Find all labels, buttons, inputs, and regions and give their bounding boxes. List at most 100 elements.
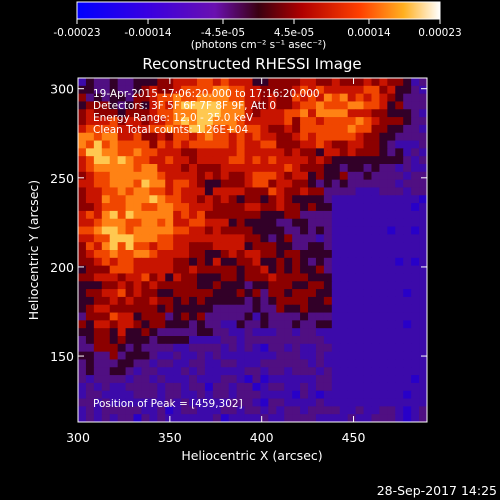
heatmap-cell <box>379 195 388 204</box>
heatmap-cell <box>315 382 325 392</box>
heatmap-cell <box>125 351 134 360</box>
heatmap-cell <box>189 195 198 204</box>
heatmap-cell <box>196 195 206 204</box>
heatmap-cell <box>419 117 427 126</box>
heatmap-cell <box>268 179 277 188</box>
heatmap-cell <box>173 281 182 290</box>
heatmap-cell <box>268 343 277 353</box>
heatmap-cell <box>228 85 238 95</box>
heatmap-cell <box>308 414 317 422</box>
heatmap-cell <box>133 398 142 407</box>
heatmap-cell <box>300 101 309 110</box>
heatmap-cell <box>268 273 277 282</box>
heatmap-cell <box>149 312 158 321</box>
heatmap-cell <box>387 171 396 181</box>
heatmap-cell <box>379 156 388 165</box>
heatmap-cell <box>133 312 142 321</box>
heatmap-cell <box>300 140 309 149</box>
heatmap-cell <box>189 156 198 165</box>
heatmap-cell <box>284 250 293 259</box>
heatmap-cell <box>85 382 95 392</box>
heatmap-cell <box>93 250 103 259</box>
heatmap-cell <box>331 289 341 298</box>
heatmap-cell <box>347 234 357 243</box>
heatmap-cell <box>315 281 325 290</box>
heatmap-cell <box>276 281 285 290</box>
heatmap-cell <box>292 117 301 126</box>
heatmap-cell <box>196 320 206 329</box>
heatmap-cell <box>212 359 222 368</box>
heatmap-cell <box>331 140 341 149</box>
heatmap-cell <box>78 257 87 267</box>
heatmap-cell <box>133 351 142 360</box>
heatmap-cell <box>93 140 103 149</box>
heatmap-cell <box>363 359 372 368</box>
heatmap-cell <box>101 234 111 243</box>
heatmap-cell <box>315 375 325 384</box>
heatmap-cell <box>315 367 325 376</box>
heatmap-cell <box>395 179 404 188</box>
heatmap-cell <box>292 328 301 337</box>
heatmap-cell <box>101 171 111 181</box>
heatmap-cell <box>228 328 238 337</box>
heatmap-cell <box>268 398 277 407</box>
heatmap-cell <box>236 398 245 407</box>
heatmap-cell <box>395 148 404 157</box>
heatmap-cell <box>149 187 158 196</box>
heatmap-cell <box>212 382 222 392</box>
heatmap-cell <box>173 164 182 173</box>
heatmap-cell <box>236 359 245 368</box>
heatmap-cell <box>220 179 230 188</box>
heatmap-cell <box>403 273 412 282</box>
heatmap-cell <box>347 203 357 212</box>
heatmap-cell <box>300 320 309 329</box>
heatmap-cell <box>141 187 150 196</box>
heatmap-cell <box>141 117 150 126</box>
heatmap-cell <box>323 414 333 422</box>
heatmap-cell <box>315 328 325 337</box>
heatmap-cell <box>292 85 301 95</box>
heatmap-cell <box>78 312 87 321</box>
heatmap-cell <box>204 414 214 422</box>
heatmap-cell <box>308 179 317 188</box>
heatmap-cell <box>379 85 388 95</box>
heatmap-cell <box>347 101 357 110</box>
heatmap-cell <box>292 414 301 422</box>
heatmap-cell <box>419 273 427 282</box>
heatmap-cell <box>101 101 111 110</box>
heatmap-cell <box>331 257 341 267</box>
heatmap-cell <box>149 296 158 306</box>
heatmap-cell <box>387 273 396 282</box>
heatmap-cell <box>276 164 285 173</box>
heatmap-cell <box>165 242 174 251</box>
heatmap-cell <box>125 109 134 118</box>
heatmap-cell <box>228 343 238 353</box>
heatmap-cell <box>419 281 427 290</box>
heatmap-cell <box>236 367 245 376</box>
heatmap-cell <box>300 304 309 313</box>
heatmap-cell <box>379 242 388 251</box>
heatmap-cell <box>268 242 277 251</box>
heatmap-cell <box>379 273 388 282</box>
heatmap-cell <box>101 164 111 173</box>
heatmap-cell <box>411 398 420 407</box>
heatmap-cell <box>228 226 238 235</box>
heatmap-cell <box>133 195 142 204</box>
x-tick-label: 300 <box>66 430 90 445</box>
heatmap-cell <box>347 398 357 407</box>
heatmap-cell <box>204 85 214 95</box>
heatmap-cell <box>308 375 317 384</box>
heatmap-cell <box>220 328 230 337</box>
heatmap-cell <box>355 281 364 290</box>
heatmap-cell <box>292 234 301 243</box>
heatmap-cell <box>189 414 198 422</box>
heatmap-cell <box>141 124 150 134</box>
heatmap-cell <box>204 398 214 407</box>
heatmap-cell <box>363 109 372 118</box>
heatmap-cell <box>308 226 317 235</box>
heatmap-cell <box>181 148 190 157</box>
heatmap-cell <box>268 124 277 134</box>
heatmap-cell <box>419 179 427 188</box>
heatmap-cell <box>133 171 142 181</box>
colorbar-tick-label: -4.5e-05 <box>201 27 245 39</box>
